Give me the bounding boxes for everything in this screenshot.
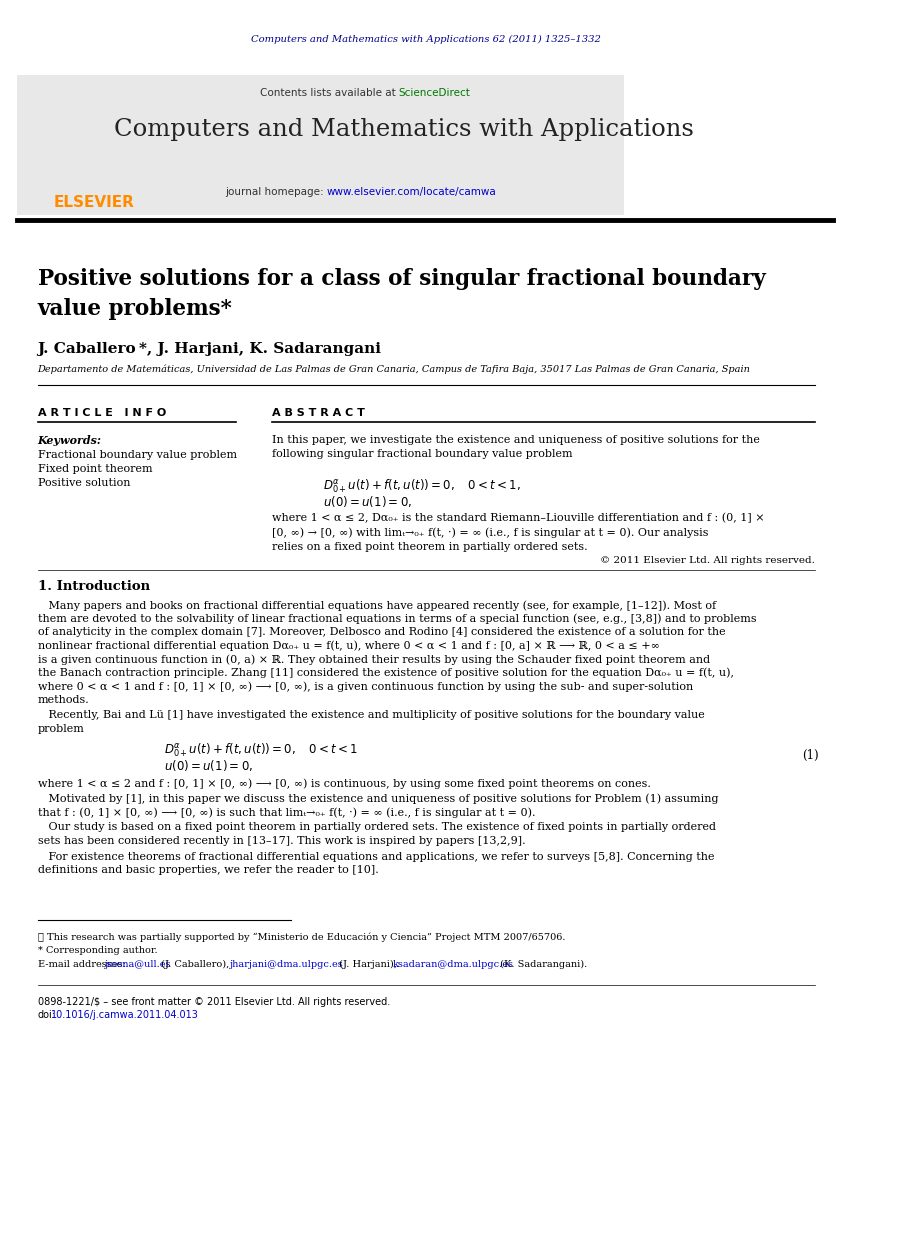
Text: is a given continuous function in (0, a) × ℝ. They obtained their results by usi: is a given continuous function in (0, a)… xyxy=(37,654,709,665)
Text: problem: problem xyxy=(37,723,84,733)
Text: www.elsevier.com/locate/camwa: www.elsevier.com/locate/camwa xyxy=(327,187,496,197)
Text: Computers and Mathematics with Applications 62 (2011) 1325–1332: Computers and Mathematics with Applicati… xyxy=(250,35,600,45)
Text: $u(0) = u(1) = 0,$: $u(0) = u(1) = 0,$ xyxy=(323,494,413,509)
Text: Departamento de Matemáticas, Universidad de Las Palmas de Gran Canaria, Campus d: Departamento de Matemáticas, Universidad… xyxy=(37,364,750,374)
Text: Motivated by [1], in this paper we discuss the existence and uniqueness of posit: Motivated by [1], in this paper we discu… xyxy=(37,794,718,803)
Text: value problems*: value problems* xyxy=(37,298,232,319)
Text: journal homepage:: journal homepage: xyxy=(225,187,327,197)
Text: E-mail addresses:: E-mail addresses: xyxy=(37,959,129,969)
Text: Our study is based on a fixed point theorem in partially ordered sets. The exist: Our study is based on a fixed point theo… xyxy=(37,822,716,832)
Text: Fixed point theorem: Fixed point theorem xyxy=(37,464,152,474)
Text: 1. Introduction: 1. Introduction xyxy=(37,579,150,593)
Text: 0898-1221/$ – see front matter © 2011 Elsevier Ltd. All rights reserved.: 0898-1221/$ – see front matter © 2011 El… xyxy=(37,997,390,1006)
Text: Positive solutions for a class of singular fractional boundary: Positive solutions for a class of singul… xyxy=(37,267,766,290)
Text: ELSEVIER: ELSEVIER xyxy=(54,196,134,210)
Text: sets has been considered recently in [13–17]. This work is inspired by papers [1: sets has been considered recently in [13… xyxy=(37,836,525,846)
Text: where 1 < α ≤ 2, Dα₀₊ is the standard Riemann–Liouville differentiation and f : : where 1 < α ≤ 2, Dα₀₊ is the standard Ri… xyxy=(272,513,765,552)
Text: * Corresponding author.: * Corresponding author. xyxy=(37,946,157,954)
Text: In this paper, we investigate the existence and uniqueness of positive solutions: In this paper, we investigate the existe… xyxy=(272,435,760,459)
Text: Many papers and books on fractional differential equations have appeared recentl: Many papers and books on fractional diff… xyxy=(37,600,716,610)
Text: them are devoted to the solvability of linear fractional equations in terms of a: them are devoted to the solvability of l… xyxy=(37,614,756,624)
Text: Recently, Bai and Lü [1] have investigated the existence and multiplicity of pos: Recently, Bai and Lü [1] have investigat… xyxy=(37,711,705,721)
Text: that f : (0, 1] × [0, ∞) ⟶ [0, ∞) is such that limₜ→₀₊ f(t, ·) = ∞ (i.e., f is s: that f : (0, 1] × [0, ∞) ⟶ [0, ∞) is suc… xyxy=(37,807,535,817)
Text: doi:: doi: xyxy=(37,1010,55,1020)
Text: where 0 < α < 1 and f : [0, 1] × [0, ∞) ⟶ [0, ∞), is a given continuous function: where 0 < α < 1 and f : [0, 1] × [0, ∞) … xyxy=(37,681,693,692)
Text: A R T I C L E   I N F O: A R T I C L E I N F O xyxy=(37,409,166,418)
Text: J. Caballero: J. Caballero xyxy=(37,342,136,357)
Text: (J. Harjani),: (J. Harjani), xyxy=(336,959,400,969)
Text: where 1 < α ≤ 2 and f : [0, 1] × [0, ∞) ⟶ [0, ∞) is continuous, by using some fi: where 1 < α ≤ 2 and f : [0, 1] × [0, ∞) … xyxy=(37,777,650,789)
Text: For existence theorems of fractional differential equations and applications, we: For existence theorems of fractional dif… xyxy=(37,852,714,862)
Text: $D^{\alpha}_{0+}u(t) + f(t,u(t)) = 0,$   $0 < t < 1$: $D^{\alpha}_{0+}u(t) + f(t,u(t)) = 0,$ $… xyxy=(164,742,358,759)
Text: methods.: methods. xyxy=(37,695,89,704)
Text: Computers and Mathematics with Applications: Computers and Mathematics with Applicati… xyxy=(113,118,694,141)
Text: © 2011 Elsevier Ltd. All rights reserved.: © 2011 Elsevier Ltd. All rights reserved… xyxy=(600,556,814,565)
Text: nonlinear fractional differential equation Dα₀₊ u = f(t, u), where 0 < α < 1 and: nonlinear fractional differential equati… xyxy=(37,640,659,651)
Text: ★ This research was partially supported by “Ministerio de Educación y Ciencia” P: ★ This research was partially supported … xyxy=(37,932,565,942)
Text: Fractional boundary value problem: Fractional boundary value problem xyxy=(37,449,237,461)
Text: *, J. Harjani, K. Sadarangani: *, J. Harjani, K. Sadarangani xyxy=(139,342,381,357)
Text: definitions and basic properties, we refer the reader to [10].: definitions and basic properties, we ref… xyxy=(37,865,378,875)
Text: the Banach contraction principle. Zhang [11] considered the existence of positiv: the Banach contraction principle. Zhang … xyxy=(37,667,734,678)
Text: 10.1016/j.camwa.2011.04.013: 10.1016/j.camwa.2011.04.013 xyxy=(51,1010,199,1020)
Text: jmena@ull.es: jmena@ull.es xyxy=(105,959,171,969)
Text: ksadaran@dma.ulpgc.es: ksadaran@dma.ulpgc.es xyxy=(392,959,513,969)
Text: jharjani@dma.ulpgc.es: jharjani@dma.ulpgc.es xyxy=(229,959,344,969)
Text: (J. Caballero),: (J. Caballero), xyxy=(158,959,232,969)
Text: (1): (1) xyxy=(803,749,819,763)
Text: of analyticity in the complex domain [7]. Moreover, Delbosco and Rodino [4] cons: of analyticity in the complex domain [7]… xyxy=(37,626,726,638)
Text: Contents lists available at: Contents lists available at xyxy=(259,88,399,98)
Text: $u(0) = u(1) = 0,$: $u(0) = u(1) = 0,$ xyxy=(164,758,253,773)
FancyBboxPatch shape xyxy=(17,76,624,215)
Text: Positive solution: Positive solution xyxy=(37,478,130,488)
Text: A B S T R A C T: A B S T R A C T xyxy=(272,409,365,418)
Text: $D^{\alpha}_{0+}u(t) + f(t,u(t)) = 0,$   $0 < t < 1,$: $D^{\alpha}_{0+}u(t) + f(t,u(t)) = 0,$ $… xyxy=(323,477,521,494)
Text: (K. Sadarangani).: (K. Sadarangani). xyxy=(497,959,588,969)
Text: ScienceDirect: ScienceDirect xyxy=(399,88,471,98)
Text: Keywords:: Keywords: xyxy=(37,435,102,446)
